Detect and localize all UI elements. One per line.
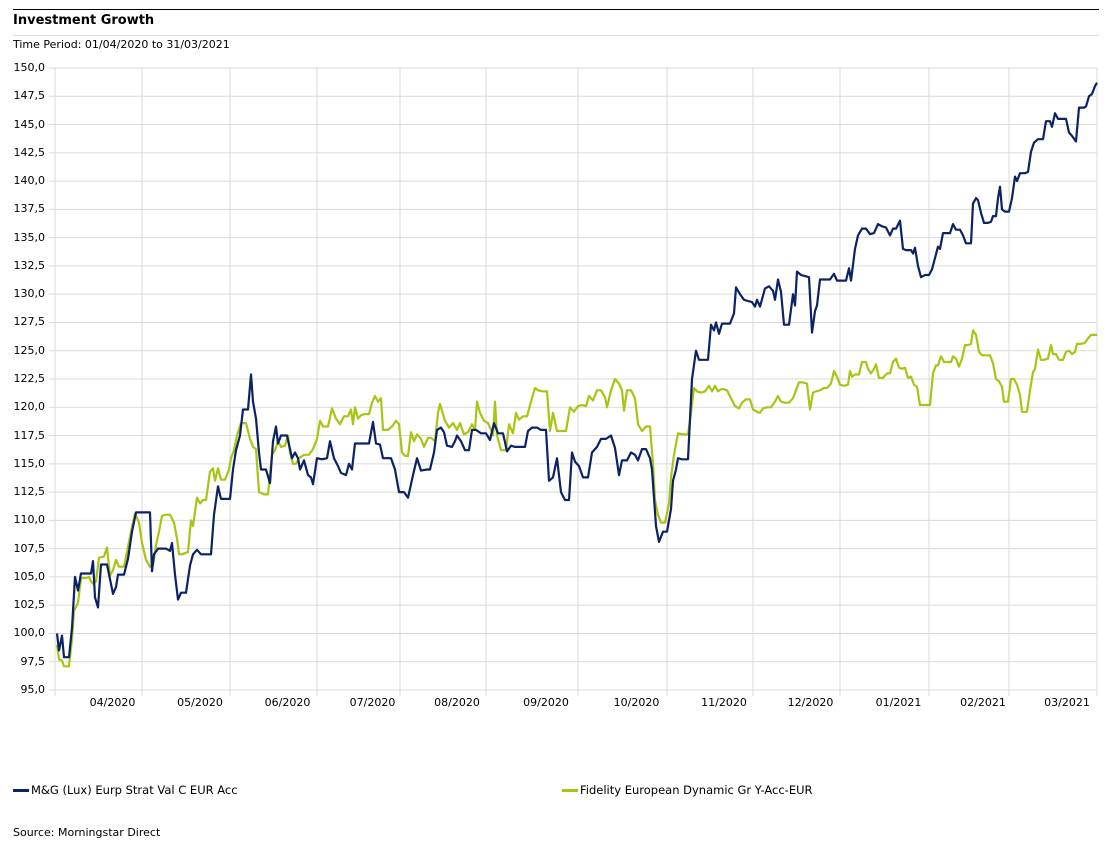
time-period: Time Period: 01/04/2020 to 31/03/2021 [13,38,230,51]
y-tick-label: 150,0 [13,61,46,74]
source-note: Source: Morningstar Direct [13,826,161,839]
y-tick-label: 135,0 [13,230,46,244]
y-tick-label: 102,5 [13,598,46,612]
y-tick-label: 107,5 [13,541,46,555]
y-tick-label: 137,5 [13,202,46,216]
y-tick-label: 120,0 [13,400,46,414]
y-tick-label: 97,5 [20,654,46,668]
series-lines [55,82,1098,668]
x-tick-label: 03/2021 [1044,696,1090,709]
line-chart [49,67,1098,696]
x-tick-label: 02/2021 [960,696,1006,709]
y-tick-label: 115,0 [13,456,46,470]
y-tick-label: 145,0 [13,117,46,131]
x-tick-label: 10/2020 [613,696,660,709]
y-tick-label: 125,0 [13,343,46,357]
x-tick-label: 09/2020 [523,696,569,709]
y-tick-label: 142,5 [13,145,46,159]
x-tick-label: 05/2020 [177,696,223,709]
y-tick-label: 117,5 [13,428,46,442]
y-tick-label: 130,0 [13,287,46,301]
legend-label-mg: M&G (Lux) Eurp Strat Val C EUR Acc [31,783,238,797]
y-tick-label: 127,5 [13,315,46,329]
legend-label-fidelity: Fidelity European Dynamic Gr Y-Acc-EUR [580,783,813,797]
legend-swatch-mg [13,788,29,792]
legend-item-mg: M&G (Lux) Eurp Strat Val C EUR Acc [13,783,238,797]
x-tick-label: 01/2021 [875,696,922,709]
x-tick-label: 06/2020 [264,696,311,709]
top-rule [13,9,1099,10]
y-tick-label: 110,0 [13,513,46,527]
legend-item-fidelity: Fidelity European Dynamic Gr Y-Acc-EUR [562,783,813,797]
y-tick-label: 95,0 [20,683,46,696]
chart-title: Investment Growth [13,13,155,28]
y-tick-label: 122,5 [13,372,46,385]
x-tick-label: 07/2020 [349,696,396,709]
x-tick-label: 08/2020 [434,696,480,709]
title-divider [13,35,1099,36]
x-tick-label: 11/2020 [701,696,747,709]
y-tick-label: 140,0 [13,174,46,188]
y-tick-label: 112,5 [13,485,46,499]
y-tick-label: 147,5 [13,89,46,103]
legend-swatch-fidelity [562,788,578,792]
y-tick-label: 100,0 [13,626,46,640]
y-tick-label: 105,0 [13,569,46,583]
x-tick-label: 12/2020 [787,696,834,709]
gridlines [49,67,1098,696]
x-tick-label: 04/2020 [89,696,136,709]
y-tick-label: 132,5 [13,258,46,272]
